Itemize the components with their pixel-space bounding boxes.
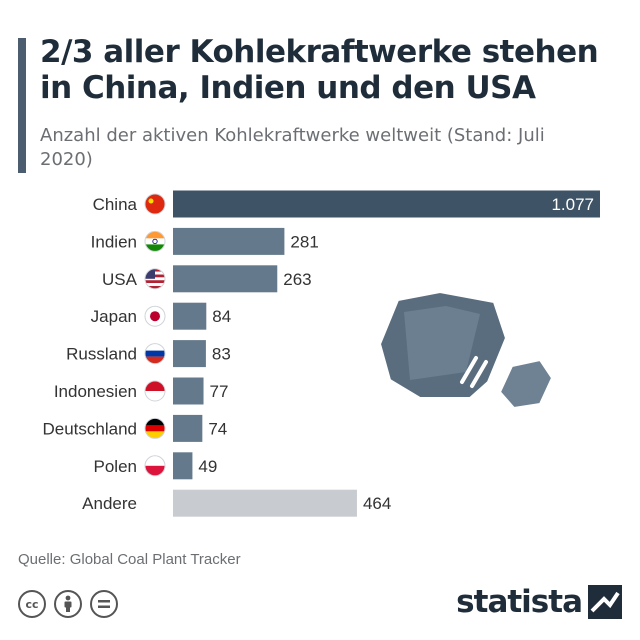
poland-flag-icon — [144, 455, 166, 477]
statista-mark-icon — [588, 585, 622, 619]
coal-shine-mark — [460, 356, 478, 384]
data-label: 49 — [198, 457, 217, 476]
category-label: USA — [102, 270, 138, 289]
coal-lump-highlight — [404, 306, 480, 380]
indonesia-flag-icon — [144, 380, 166, 402]
bar — [173, 302, 207, 330]
bar — [173, 489, 357, 517]
data-label: 74 — [208, 419, 227, 438]
coal-lump-small — [498, 358, 554, 410]
data-label: 1.077 — [551, 195, 594, 214]
bar — [173, 265, 278, 293]
attribution-icon — [54, 590, 82, 618]
data-label: 83 — [212, 345, 231, 364]
coal-shine-mark — [470, 360, 488, 388]
russia-flag-icon — [144, 343, 166, 365]
bar — [173, 377, 204, 405]
title-accent-bar — [18, 38, 26, 173]
bar — [173, 452, 193, 480]
category-label: Indonesien — [54, 382, 137, 401]
category-label: Russland — [66, 345, 137, 364]
data-label: 464 — [363, 494, 391, 513]
statista-logo: statista — [456, 584, 622, 620]
license-icons: cc — [18, 590, 118, 618]
category-label: Andere — [82, 494, 137, 513]
creative-commons-icon: cc — [18, 590, 46, 618]
data-label: 84 — [212, 307, 231, 326]
bar — [173, 340, 206, 368]
china-flag-icon — [144, 193, 166, 215]
category-label: Deutschland — [42, 419, 137, 438]
data-label: 263 — [283, 270, 311, 289]
usa-flag-icon — [144, 268, 166, 290]
bar-chart: China 1.077 Indien 281 USA 263 Japan 84 Russland… — [42, 190, 600, 517]
chart-title: 2/3 aller Kohlekraftwerke stehen in Chin… — [40, 34, 599, 106]
category-label: Indien — [91, 232, 137, 251]
coal-illustration — [378, 290, 554, 410]
germany-flag-icon — [144, 417, 166, 439]
category-label: Polen — [94, 457, 137, 476]
category-label: China — [93, 195, 138, 214]
no-derivatives-icon — [90, 590, 118, 618]
bar — [173, 227, 285, 255]
bar — [173, 414, 203, 442]
bar — [173, 190, 600, 218]
data-label: 281 — [290, 232, 318, 251]
japan-flag-icon — [144, 305, 166, 327]
brand-name: statista — [456, 584, 583, 620]
chart-subtitle: Anzahl der aktiven Kohlekraftwerke weltw… — [40, 125, 545, 170]
category-label: Japan — [91, 307, 137, 326]
india-flag-icon — [144, 230, 166, 252]
data-label: 77 — [210, 382, 229, 401]
source-note: Quelle: Global Coal Plant Tracker — [18, 551, 241, 568]
